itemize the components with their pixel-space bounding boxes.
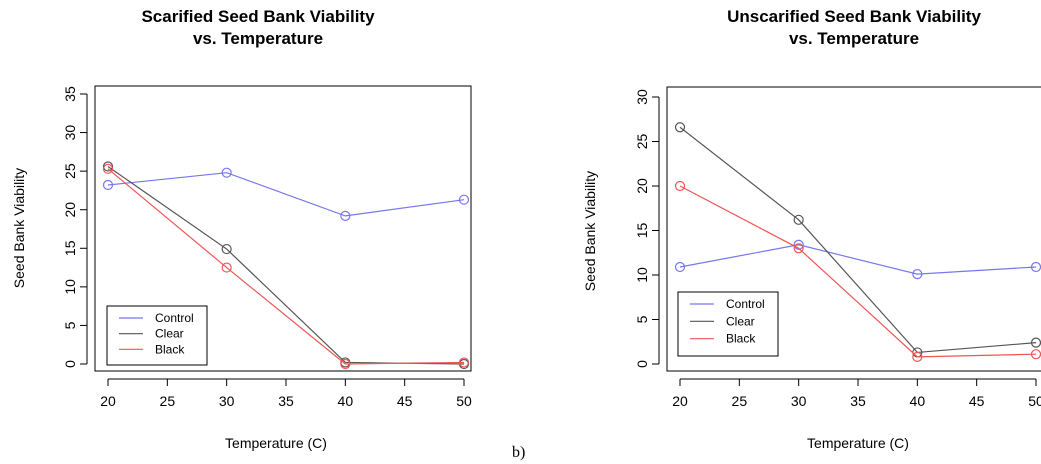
data-point (340, 358, 351, 370)
y-tick-label: 25 (634, 134, 650, 150)
x-tick-label: 30 (791, 393, 807, 409)
data-point (221, 262, 232, 273)
y-axis-label: Seed Bank Viability (11, 168, 27, 288)
series-control (102, 167, 470, 221)
x-axis-label: Temperature (C) (225, 435, 327, 451)
x-tick-label: 45 (397, 393, 413, 409)
y-tick-label: 15 (634, 223, 650, 239)
data-point (912, 269, 923, 280)
data-point (912, 351, 923, 362)
y-tick-label: 0 (62, 360, 78, 368)
data-point (458, 194, 470, 205)
data-point (221, 243, 232, 255)
y-tick-label: 15 (62, 240, 78, 256)
series-control (674, 239, 1041, 280)
series-black (102, 163, 470, 370)
legend-label: Black (155, 342, 185, 356)
series-line (107, 168, 465, 365)
series-line (107, 172, 465, 217)
x-axis-label: Temperature (C) (807, 435, 909, 451)
legend-box (677, 291, 779, 357)
y-tick-label: 5 (634, 315, 650, 323)
x-tick-label: 25 (160, 393, 176, 409)
data-point (221, 167, 232, 178)
chart-title-line: Unscarified Seed Bank Viability (727, 7, 981, 26)
x-tick-label: 35 (278, 393, 294, 409)
data-point (340, 210, 351, 221)
y-tick-label: 30 (634, 89, 650, 105)
x-tick-label: 30 (219, 393, 235, 409)
y-tick-label: 20 (634, 178, 650, 194)
x-tick-label: 50 (1028, 393, 1041, 409)
legend-label: Black (726, 332, 756, 346)
data-point (102, 179, 114, 191)
data-point (674, 122, 686, 133)
y-tick-label: 5 (62, 321, 78, 329)
y-tick-label: 0 (634, 360, 650, 368)
plot-frame (94, 85, 472, 372)
legend-label: Control (155, 311, 194, 325)
series-line (679, 185, 1037, 358)
x-tick-label: 20 (100, 393, 116, 409)
plot-frame (666, 86, 1041, 372)
legend-label: Control (726, 297, 765, 311)
chart-2: Unscarified Seed Bank Viability vs. Tempe… (582, 7, 1041, 451)
data-point (102, 163, 114, 174)
figure-caption: b) (512, 444, 526, 461)
legend: Control Clear Black (677, 291, 779, 357)
x-tick-label: 40 (910, 393, 926, 409)
data-point (793, 239, 804, 250)
y-tick-label: 35 (62, 86, 78, 102)
chart-1: Scarified Seed Bank Viability vs. Tempera… (11, 7, 472, 451)
x-tick-label: 45 (969, 393, 985, 409)
legend-label: Clear (726, 314, 755, 328)
data-point (793, 243, 804, 254)
series-line (679, 244, 1037, 275)
legend-box (106, 305, 208, 366)
chart-title-line: vs. Temperature (193, 29, 323, 48)
x-tick-label: 25 (732, 393, 748, 409)
series-clear (674, 122, 1041, 358)
legend-label: Clear (155, 327, 184, 341)
chart-title-line: vs. Temperature (789, 29, 919, 48)
data-point (458, 357, 470, 368)
chart-title-line: Scarified Seed Bank Viability (141, 7, 375, 26)
x-tick-label: 40 (338, 393, 354, 409)
y-axis-label: Seed Bank Viability (582, 171, 598, 291)
y-tick-label: 20 (62, 202, 78, 218)
data-point (674, 261, 686, 273)
x-tick-label: 35 (850, 393, 866, 409)
y-tick-label: 10 (62, 279, 78, 295)
data-point (674, 180, 686, 192)
data-point (793, 214, 804, 225)
y-tick-label: 25 (62, 163, 78, 179)
y-tick-label: 10 (634, 267, 650, 283)
y-tick-label: 30 (62, 125, 78, 141)
series-line (679, 126, 1037, 354)
x-tick-label: 50 (456, 393, 472, 409)
x-tick-label: 20 (672, 393, 688, 409)
